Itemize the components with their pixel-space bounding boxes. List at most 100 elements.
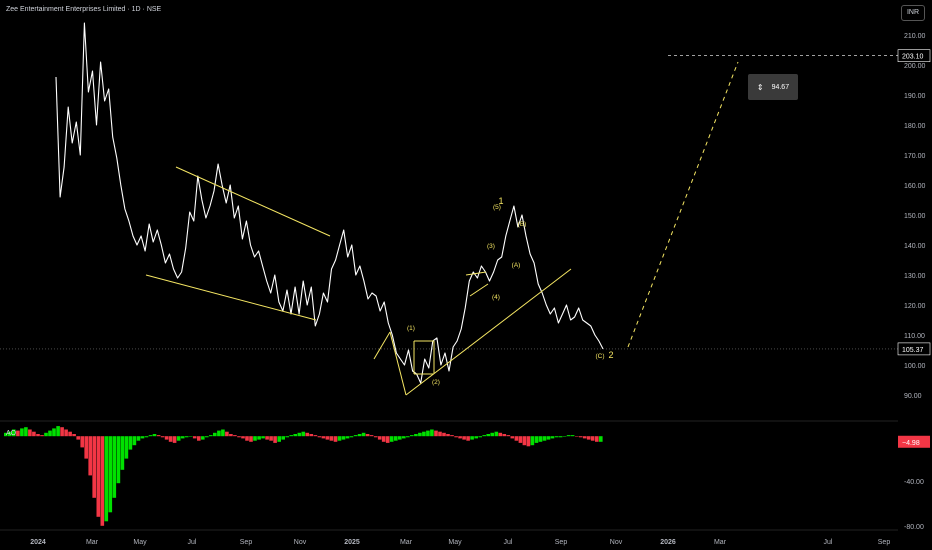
ao-bar xyxy=(8,431,12,437)
ao-bar xyxy=(550,436,555,439)
ao-bar xyxy=(213,432,217,437)
ao-bar xyxy=(164,436,169,440)
price-line xyxy=(55,22,604,384)
ao-bar xyxy=(144,436,149,438)
ao-bar xyxy=(450,435,454,437)
chart-title: Zee Entertainment Enterprises Limited · … xyxy=(6,6,162,13)
ao-tick-label: -40.00 xyxy=(904,479,924,486)
wave-label: (3) xyxy=(487,243,495,250)
wave-label: (2) xyxy=(432,379,440,386)
ao-bar xyxy=(60,427,64,437)
ao-bar xyxy=(317,436,322,438)
ao-bar xyxy=(277,436,281,442)
ao-bar xyxy=(257,436,261,440)
price-tick-label: 180.00 xyxy=(904,123,926,130)
ao-bar xyxy=(337,436,342,441)
time-tick-label: May xyxy=(133,539,147,546)
ao-bar xyxy=(506,435,511,437)
ao-bar xyxy=(281,436,285,440)
ao-indicator-label[interactable]: AO xyxy=(6,430,17,437)
ao-bar xyxy=(446,434,450,437)
ao-bar xyxy=(128,436,133,450)
ao-bar xyxy=(197,436,201,441)
ao-bar xyxy=(40,435,44,437)
currency-button[interactable]: INR xyxy=(901,5,925,21)
ao-bar xyxy=(64,429,68,437)
ao-bar xyxy=(92,436,96,498)
ao-bar xyxy=(104,436,109,522)
ao-bar xyxy=(100,436,105,526)
ao-bar xyxy=(52,428,56,437)
ao-bar xyxy=(56,426,60,437)
wave-label: 2 xyxy=(608,350,613,360)
trendline xyxy=(405,268,572,396)
ao-bar xyxy=(201,436,205,440)
ao-bar xyxy=(108,436,113,513)
ao-bar xyxy=(329,436,334,441)
price-tick-label: 130.00 xyxy=(904,273,926,280)
time-tick-label: 2025 xyxy=(344,539,360,546)
ao-bar xyxy=(570,435,575,437)
ao-bar xyxy=(498,432,503,437)
channel-upper-line xyxy=(175,166,331,237)
ao-bar xyxy=(454,436,458,438)
wave-line xyxy=(389,331,407,396)
ao-bar xyxy=(24,427,28,437)
price-tick-label: 200.00 xyxy=(904,63,926,70)
ao-bar xyxy=(84,436,88,459)
price-tick-label: 210.00 xyxy=(904,33,926,40)
ao-bar xyxy=(160,436,165,438)
ao-bar xyxy=(225,431,229,437)
ao-bar xyxy=(4,432,8,437)
ao-bar xyxy=(502,434,507,437)
ao-bar xyxy=(361,432,366,437)
ao-bar xyxy=(478,436,482,438)
ao-bar xyxy=(369,435,374,437)
ao-bar xyxy=(136,436,141,441)
ao-bar xyxy=(345,436,350,439)
time-tick-label: Jul xyxy=(504,539,513,546)
wave-label: (B) xyxy=(518,221,527,228)
measure-tooltip: ⇕ 94.67 xyxy=(748,74,798,100)
ao-bar xyxy=(410,435,414,437)
ao-bar xyxy=(12,429,16,437)
time-tick-label: Jul xyxy=(188,539,197,546)
wave-label: (5) xyxy=(493,204,501,211)
ao-bar xyxy=(321,436,326,439)
ao-bar xyxy=(558,436,563,438)
price-tick-label: 170.00 xyxy=(904,153,926,160)
ao-bar xyxy=(562,436,567,437)
ao-bar xyxy=(205,436,209,438)
ao-bar xyxy=(217,430,221,437)
ao-bar xyxy=(385,436,390,443)
ao-bar xyxy=(88,436,92,476)
time-tick-label: May xyxy=(448,539,462,546)
time-tick-label: 2026 xyxy=(660,539,676,546)
time-tick-label: Mar xyxy=(400,539,413,546)
ao-bar xyxy=(389,436,394,442)
price-tick-label: 140.00 xyxy=(904,243,926,250)
time-tick-label: Sep xyxy=(555,539,568,546)
price-tick-label: 190.00 xyxy=(904,93,926,100)
ao-bar xyxy=(357,434,362,437)
ao-bar xyxy=(168,436,173,442)
ao-bar xyxy=(514,436,519,441)
time-tick-label: Nov xyxy=(610,539,623,546)
ao-bar xyxy=(221,429,225,437)
last-price-badge xyxy=(897,342,931,356)
ao-bar xyxy=(595,436,599,442)
wave-label: (C) xyxy=(595,353,604,360)
ao-bar xyxy=(466,436,470,441)
ao-bar xyxy=(526,436,531,447)
ao-bar xyxy=(16,430,20,437)
ao-bar xyxy=(313,435,318,437)
ao-bar xyxy=(398,436,402,440)
ao-bar xyxy=(229,434,233,437)
ao-bar xyxy=(293,434,297,437)
price-tick-label: 150.00 xyxy=(904,213,926,220)
ao-bar xyxy=(458,436,462,439)
time-tick-label: Jul xyxy=(824,539,833,546)
ao-last-value-badge xyxy=(898,435,930,448)
ao-bar xyxy=(522,436,527,446)
